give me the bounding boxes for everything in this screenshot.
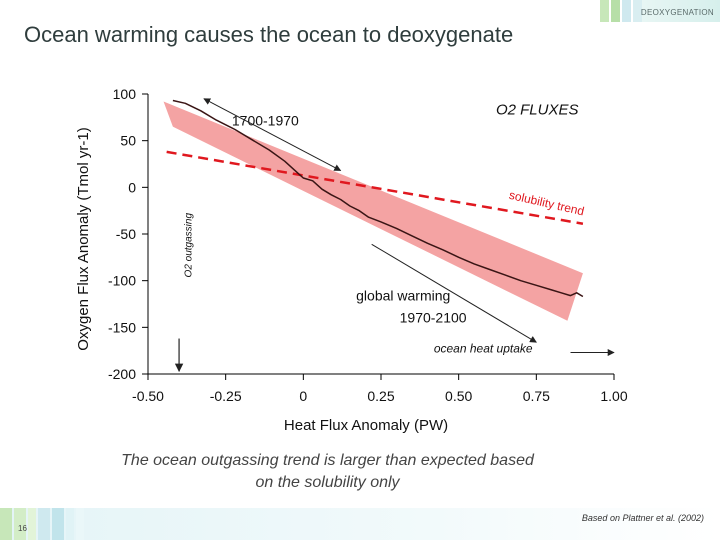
y-tick-label: 0 <box>128 179 136 195</box>
annotation-global-warming: global warming <box>356 287 450 303</box>
slide-title: Ocean warming causes the ocean to deoxyg… <box>24 22 514 47</box>
x-tick-label: -0.25 <box>210 388 242 404</box>
caption-line-2: on the solubility only <box>255 474 400 491</box>
x-tick-label: 0.50 <box>445 388 472 404</box>
footer-decoration <box>0 508 86 540</box>
header-decoration <box>600 0 644 22</box>
y-tick-label: -200 <box>108 366 136 382</box>
y-tick-label: -50 <box>116 226 136 242</box>
x-tick-label: 0 <box>299 388 307 404</box>
source-credit: Based on Plattner et al. (2002) <box>581 513 704 523</box>
chart: solubility trend 100500-50-100-150-200-0… <box>75 86 628 434</box>
page-number: 16 <box>18 524 27 533</box>
caption-line-1: The ocean outgassing trend is larger tha… <box>121 452 534 469</box>
y-tick-label: -150 <box>108 319 136 335</box>
x-tick-label: -0.50 <box>132 388 164 404</box>
x-tick-label: 1.00 <box>600 388 627 404</box>
y-tick-label: 100 <box>113 86 137 102</box>
slide-caption: The ocean outgassing trend is larger tha… <box>100 450 555 494</box>
annotation-1700-1970: 1700-1970 <box>232 113 299 129</box>
annotation-1970-2100: 1970-2100 <box>400 310 467 326</box>
y-tick-label: 50 <box>120 133 136 149</box>
annotation-o2-outgassing: O2 outgassing <box>184 213 195 278</box>
section-tag: DEOXYGENATION <box>640 8 714 17</box>
y-tick-label: -100 <box>108 273 136 289</box>
annotation-ocean-heat-uptake: ocean heat uptake <box>434 342 533 356</box>
x-axis-label: Heat Flux Anomaly (PW) <box>284 417 448 434</box>
arrow-1700-1970 <box>203 98 342 171</box>
arrow-1970-2100 <box>371 243 537 343</box>
x-tick-label: 0.75 <box>523 388 550 404</box>
header-band <box>640 0 720 22</box>
chart-title: O2 FLUXES <box>496 102 579 119</box>
x-tick-label: 0.25 <box>367 388 394 404</box>
footer-band <box>0 508 720 540</box>
y-axis-label: Oxygen Flux Anomaly (Tmol yr-1) <box>75 127 92 350</box>
